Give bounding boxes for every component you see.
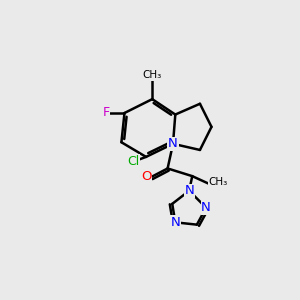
Text: Cl: Cl [128,155,140,168]
Text: N: N [184,184,194,197]
Text: N: N [168,137,178,150]
Text: F: F [102,106,110,119]
Text: N: N [170,216,180,229]
Text: O: O [141,169,151,183]
Text: CH₃: CH₃ [142,70,162,80]
Text: CH₃: CH₃ [209,176,228,187]
Text: N: N [201,201,211,214]
